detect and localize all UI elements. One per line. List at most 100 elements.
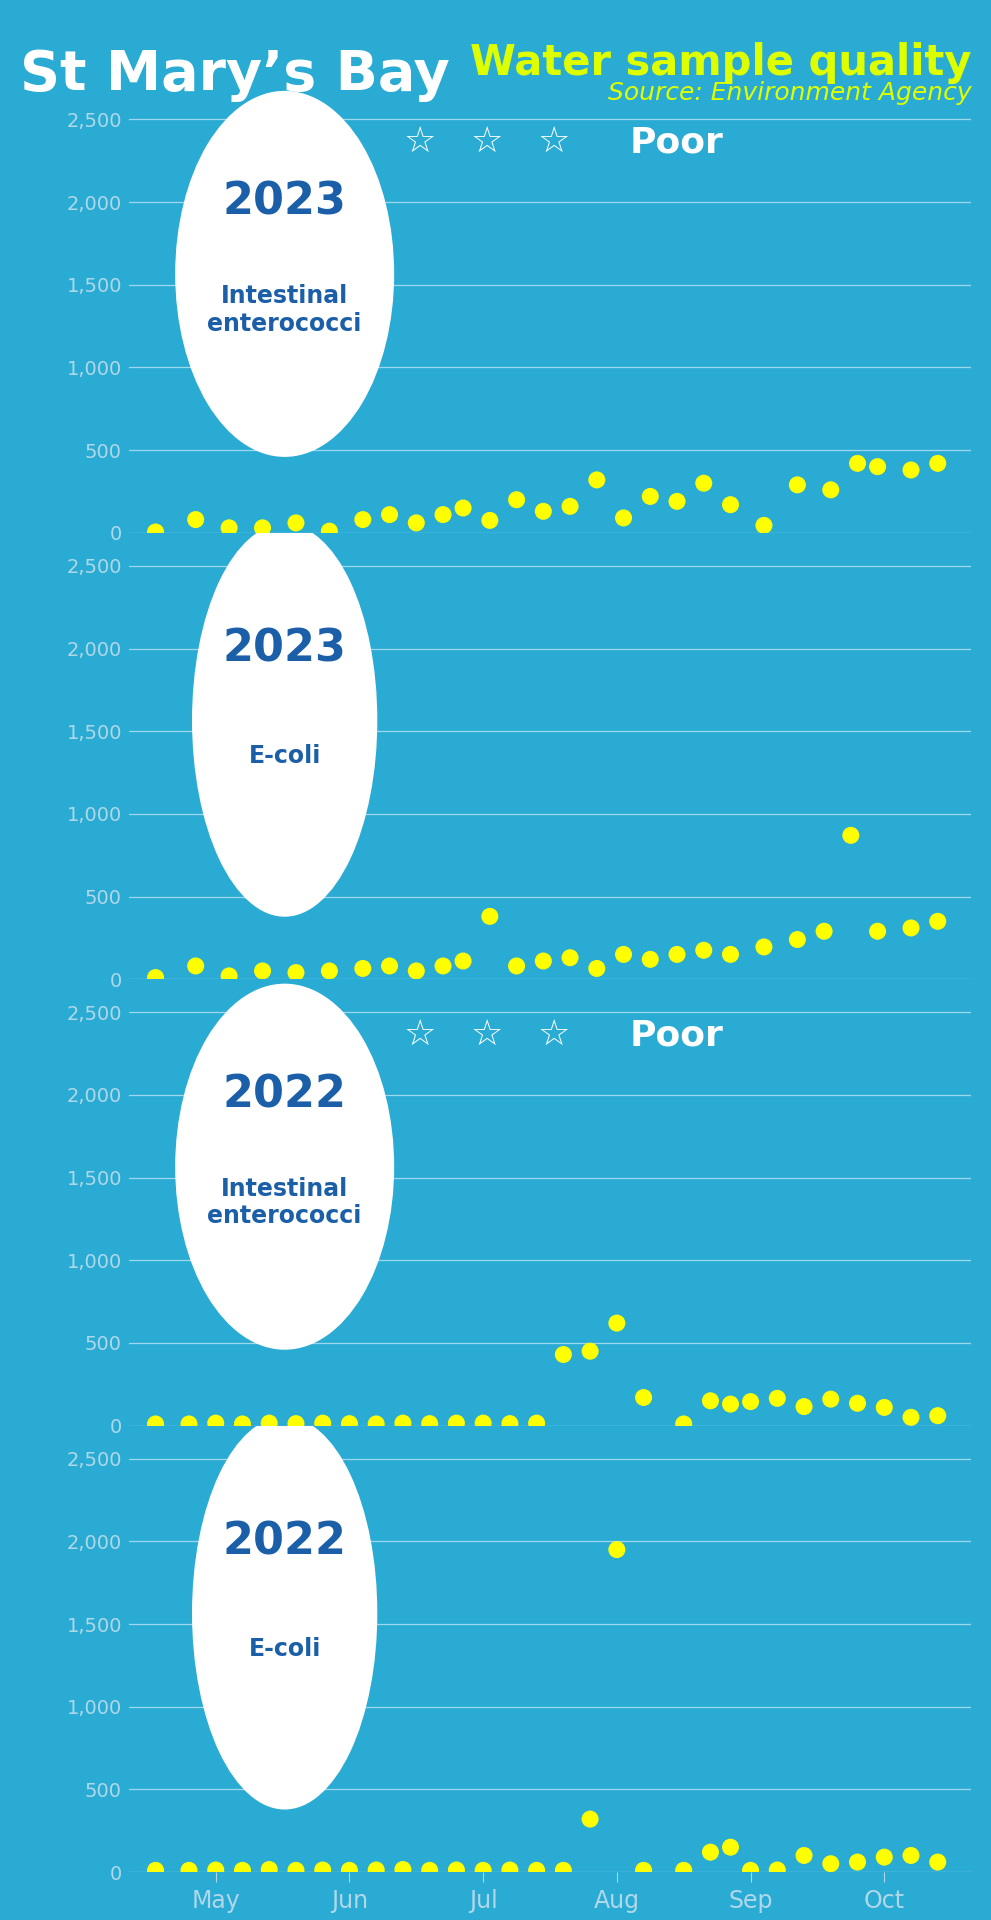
Point [502,1855,518,1885]
Point [288,1407,304,1438]
Text: 2023: 2023 [223,628,347,670]
Point [703,1386,718,1417]
Point [742,1855,758,1885]
Point [756,931,772,962]
Point [435,499,451,530]
Point [482,505,497,536]
Point [148,1409,164,1440]
Point [903,1839,919,1870]
Ellipse shape [175,90,394,457]
Point [562,492,578,522]
Point [449,1407,465,1438]
Point [529,1407,545,1438]
Text: ☆: ☆ [538,1018,571,1052]
Point [235,1409,251,1440]
Point [589,465,605,495]
Point [703,1837,718,1868]
Point [148,1855,164,1885]
Text: ☆: ☆ [471,125,503,159]
Point [823,1849,838,1880]
Point [676,1409,692,1440]
Ellipse shape [192,1417,378,1809]
Point [321,956,337,987]
Point [449,1855,465,1885]
Point [582,1336,598,1367]
Point [870,916,886,947]
Point [422,1407,438,1438]
Point [790,470,806,501]
Point [476,1855,492,1885]
Point [843,820,859,851]
Text: 2022: 2022 [223,1521,347,1563]
Point [187,950,203,981]
Point [823,1384,838,1415]
Point [221,960,237,991]
Point [930,906,945,937]
Text: ☆: ☆ [403,125,436,159]
Point [315,1855,331,1885]
Point [930,1400,945,1430]
Point [769,1855,785,1885]
Point [355,952,371,983]
Point [722,490,738,520]
Text: Poor: Poor [630,125,723,159]
Point [382,950,397,981]
Point [408,956,424,987]
Point [930,447,945,478]
Point [642,482,658,513]
Point [903,455,919,486]
Point [535,495,551,526]
Point [408,507,424,538]
Point [435,950,451,981]
Point [849,1847,865,1878]
Point [369,1855,385,1885]
Point [722,1832,738,1862]
Point [642,945,658,975]
Point [555,1338,571,1369]
Point [817,916,832,947]
Point [288,958,304,989]
Point [669,486,685,516]
Point [669,939,685,970]
Point [482,900,497,931]
Point [455,947,471,977]
Text: E-coli: E-coli [249,745,321,768]
Point [582,1803,598,1834]
Point [849,1388,865,1419]
Point [342,1407,358,1438]
Point [676,1855,692,1885]
Point [555,1855,571,1885]
Point [181,1855,197,1885]
Point [148,516,164,547]
Point [823,474,838,505]
Text: E-coli: E-coli [249,1636,321,1661]
Point [288,507,304,538]
Text: Intestinal
enterococci: Intestinal enterococci [207,1177,362,1229]
Point [208,1407,224,1438]
Point [608,1534,624,1565]
Point [742,1386,758,1417]
Point [355,505,371,536]
Text: Intestinal
enterococci: Intestinal enterococci [207,284,362,336]
Point [502,1407,518,1438]
Point [288,1855,304,1885]
Point [395,1855,411,1885]
Point [722,939,738,970]
Point [315,1407,331,1438]
Point [696,935,712,966]
Point [696,468,712,499]
Point [796,1839,812,1870]
Point [589,952,605,983]
Point [181,1409,197,1440]
Text: St Mary’s Bay: St Mary’s Bay [20,48,450,102]
Point [903,1402,919,1432]
Text: Water sample quality: Water sample quality [470,42,971,84]
Point [796,1392,812,1423]
Point [508,484,524,515]
Point [508,950,524,981]
Point [187,505,203,536]
Point [208,1855,224,1885]
Point [321,516,337,547]
Point [422,1855,438,1885]
Point [876,1392,892,1423]
